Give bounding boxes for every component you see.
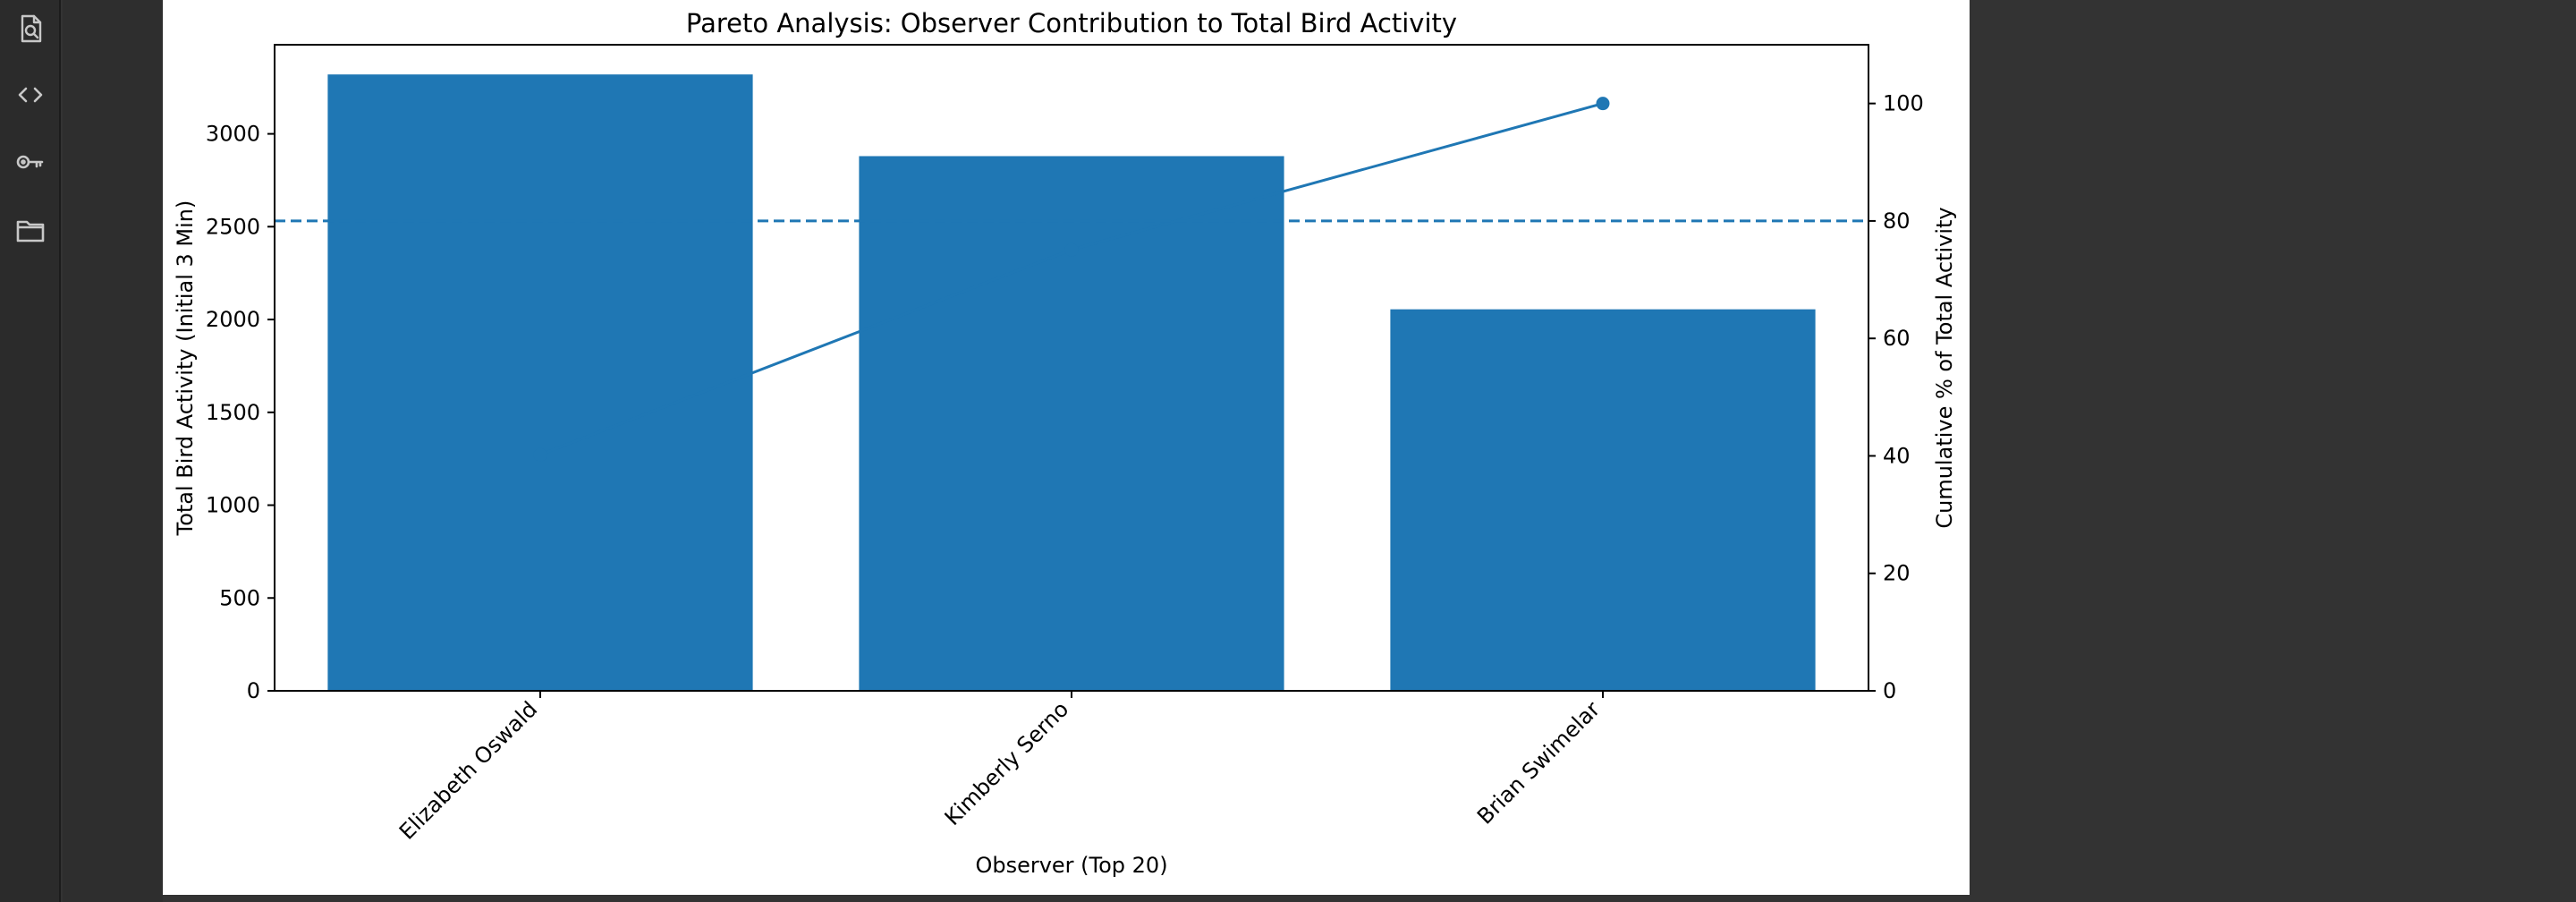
x-tick-label: Brian Swimelar	[1472, 696, 1605, 829]
x-tick-label: Kimberly Serno	[940, 696, 1074, 830]
code-icon[interactable]	[13, 77, 48, 113]
chart-title: Pareto Analysis: Observer Contribution t…	[686, 8, 1457, 38]
right-axis: 0 20 40 60 80 100	[1868, 91, 1924, 703]
y-tick-label: 1000	[206, 493, 260, 518]
pareto-chart: Pareto Analysis: Observer Contribution t…	[173, 8, 1957, 878]
x-axis: Elizabeth Oswald Kimberly Serno Brian Swim…	[394, 691, 1605, 845]
x-tick-label: Elizabeth Oswald	[394, 696, 542, 844]
y2-axis-label: Cumulative % of Total Activity	[1932, 207, 1957, 528]
y-axis-label: Total Bird Activity (Initial 3 Min)	[173, 200, 198, 537]
y-tick-label: 500	[219, 585, 260, 610]
key-icon[interactable]	[13, 144, 48, 180]
cumulative-point-3	[1596, 97, 1610, 111]
left-axis: 0 500 1000 1500 2000 2500 3000	[206, 122, 275, 703]
y-tick-label: 2000	[206, 307, 260, 332]
cumulative-point-1	[533, 447, 547, 462]
y2-tick-label: 100	[1883, 91, 1924, 116]
bar-1	[327, 74, 753, 691]
editor-gutter	[63, 0, 163, 902]
activity-bar	[0, 0, 61, 902]
y-tick-label: 2500	[206, 214, 260, 239]
y2-tick-label: 20	[1883, 561, 1911, 586]
y2-tick-label: 80	[1883, 208, 1911, 234]
folder-icon[interactable]	[13, 212, 48, 248]
y2-tick-label: 0	[1883, 678, 1896, 703]
y2-tick-label: 60	[1883, 326, 1911, 351]
y2-tick-label: 40	[1883, 443, 1911, 468]
bar-2	[859, 156, 1284, 691]
bar-3	[1390, 309, 1816, 691]
y-tick-label: 3000	[206, 122, 260, 147]
cumulative-point-2	[1064, 243, 1079, 257]
y-tick-label: 1500	[206, 400, 260, 425]
x-axis-label: Observer (Top 20)	[975, 853, 1167, 878]
bar-group	[327, 74, 1816, 691]
plot-output: Pareto Analysis: Observer Contribution t…	[163, 0, 1970, 895]
y-tick-label: 0	[247, 678, 260, 703]
search-file-icon[interactable]	[13, 11, 48, 47]
cumulative-line-group	[533, 97, 1610, 462]
